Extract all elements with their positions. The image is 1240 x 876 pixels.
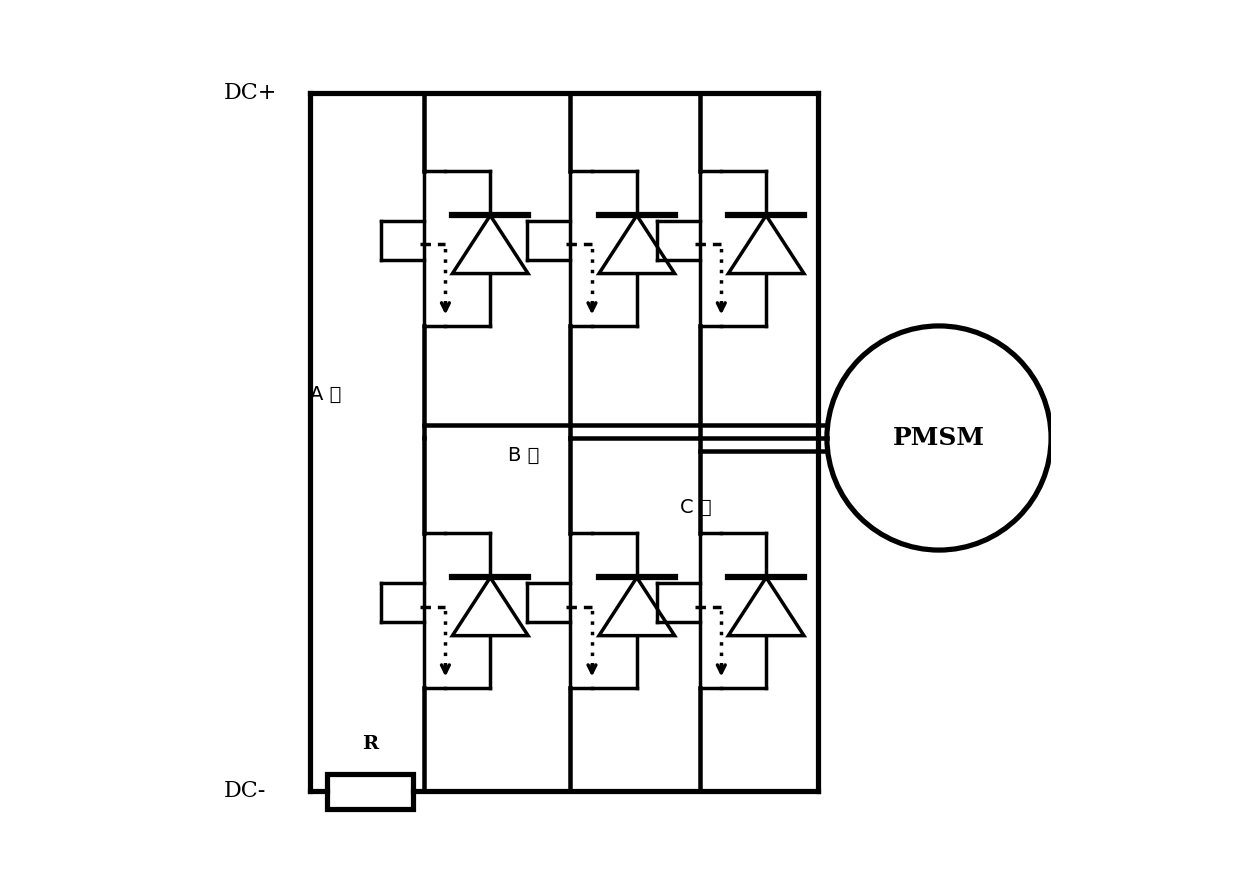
Text: DC-: DC- — [223, 781, 265, 802]
Text: R: R — [362, 735, 378, 752]
Text: DC+: DC+ — [223, 82, 277, 104]
Text: C 相: C 相 — [681, 498, 712, 517]
Text: PMSM: PMSM — [893, 426, 985, 450]
Text: A 相: A 相 — [310, 385, 341, 405]
Text: B 相: B 相 — [508, 446, 539, 465]
FancyBboxPatch shape — [327, 774, 413, 809]
